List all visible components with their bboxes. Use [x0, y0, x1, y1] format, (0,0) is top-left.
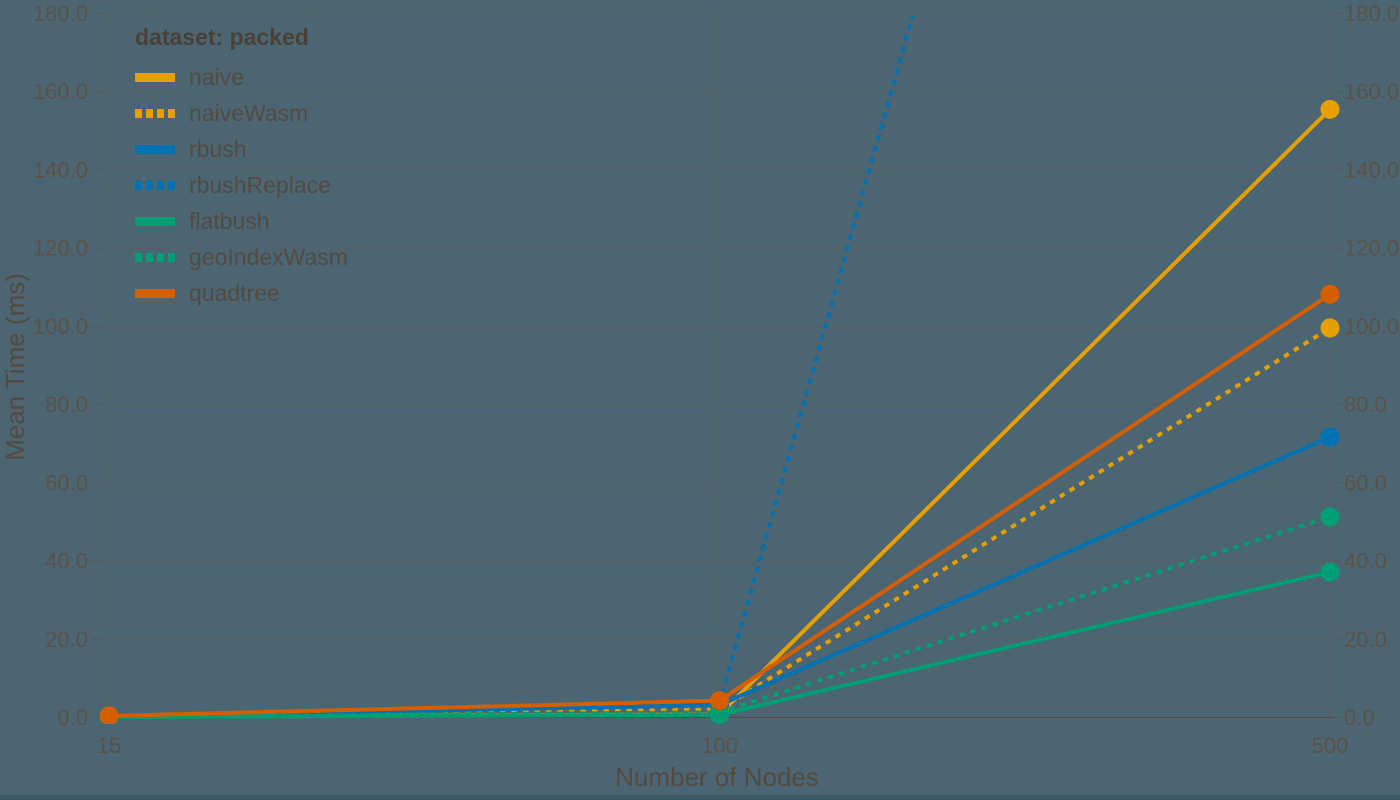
legend-item-rbushReplace[interactable]: rbushReplace	[135, 167, 348, 203]
legend-title: dataset: packed	[135, 24, 309, 50]
legend-label: naive	[189, 64, 244, 90]
y-tick-label-left: 100.0	[33, 314, 88, 339]
legend-label: rbushReplace	[189, 172, 331, 198]
y-tick-label-left: 40.0	[45, 549, 88, 574]
y-tick-label-right: 40.0	[1344, 549, 1387, 574]
y-tick-label-right: 140.0	[1344, 157, 1399, 182]
y-tick-label-right: 60.0	[1344, 470, 1387, 495]
legend-item-naive[interactable]: naive	[135, 59, 348, 95]
legend-swatch-geoIndexWasm	[135, 252, 175, 262]
x-axis-title: Number of Nodes	[615, 762, 819, 792]
y-tick-label-left: 120.0	[33, 236, 88, 261]
data-point-geoIndexWasm-500	[1320, 507, 1340, 527]
data-point-quadtree-100	[710, 691, 729, 711]
data-point-naiveWasm-500	[1320, 318, 1340, 338]
y-tick-label-right: 160.0	[1344, 79, 1399, 104]
y-tick-label-right: 180.0	[1344, 1, 1399, 26]
y-axis-title: Mean Time (ms)	[0, 273, 30, 461]
legend-label: naiveWasm	[189, 100, 309, 126]
y-tick-label-right: 120.0	[1344, 236, 1399, 261]
legend-item-naiveWasm[interactable]: naiveWasm	[135, 95, 348, 131]
y-tick-label-right: 80.0	[1344, 392, 1387, 417]
y-tick-label-right: 0.0	[1344, 705, 1375, 730]
y-tick-label-left: 160.0	[33, 79, 88, 104]
y-tick-label-left: 60.0	[45, 470, 88, 495]
legend-swatch-quadtree	[135, 288, 175, 298]
y-tick-label-left: 140.0	[33, 157, 88, 182]
y-tick-label-right: 100.0	[1344, 314, 1399, 339]
legend-label: rbush	[189, 136, 247, 162]
y-tick-label-left: 20.0	[45, 627, 88, 652]
data-point-quadtree-500	[1320, 284, 1340, 304]
legend-item-geoIndexWasm[interactable]: geoIndexWasm	[135, 239, 348, 275]
legend-swatch-rbushReplace	[135, 180, 175, 190]
legend-swatch-rbush	[135, 144, 175, 154]
legend-item-flatbush[interactable]: flatbush	[135, 203, 348, 239]
legend-item-quadtree[interactable]: quadtree	[135, 275, 348, 311]
plot-area	[99, 16, 1340, 724]
y-tick-label-left: 0.0	[57, 705, 88, 730]
data-point-quadtree-15	[99, 706, 119, 724]
window-bottom-edge	[0, 795, 1400, 800]
legend-swatch-naiveWasm	[135, 108, 175, 118]
legend-item-rbush[interactable]: rbush	[135, 131, 348, 167]
x-tick-label: 500	[1312, 733, 1349, 758]
legend-swatch-flatbush	[135, 216, 175, 226]
data-point-rbush-500	[1320, 427, 1340, 447]
data-point-flatbush-500	[1320, 562, 1340, 582]
legend: dataset: packed naive naiveWasm rbush rbush…	[135, 25, 348, 311]
legend-label: geoIndexWasm	[189, 244, 348, 270]
y-tick-label-left: 180.0	[33, 1, 88, 26]
x-tick-label: 15	[97, 733, 121, 758]
legend-label: quadtree	[189, 280, 280, 306]
y-tick-label-left: 80.0	[45, 392, 88, 417]
data-point-naive-500	[1320, 99, 1340, 119]
x-tick-label: 100	[701, 733, 738, 758]
legend-label: flatbush	[189, 208, 270, 234]
y-tick-label-right: 20.0	[1344, 627, 1387, 652]
legend-swatch-naive	[135, 72, 175, 82]
